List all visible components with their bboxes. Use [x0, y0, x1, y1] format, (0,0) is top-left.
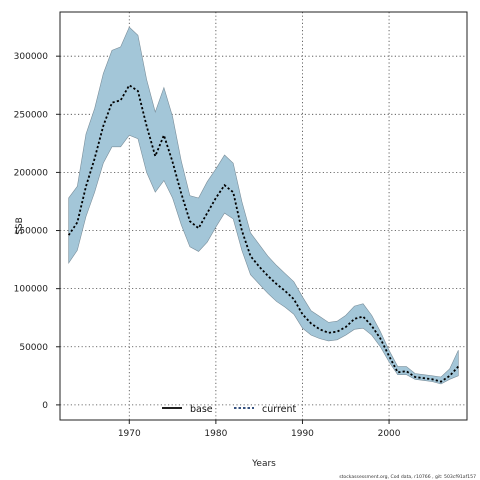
y-tick-label: 150000: [14, 227, 49, 237]
y-tick-label: 300000: [14, 52, 49, 62]
x-tick-label: 1980: [204, 429, 227, 439]
x-tick-label: 1970: [118, 429, 141, 439]
x-axis: 1970 1980 1990 2000: [118, 420, 401, 439]
series-line-current: [67, 83, 459, 383]
y-tick-label: 200000: [14, 168, 49, 178]
confidence-band: [68, 26, 459, 385]
footer-credit: stockassessment.org, Cod data, r10766 , …: [339, 474, 476, 480]
y-axis: 0 50000 100000 150000 200000 250000 300000: [14, 52, 60, 411]
y-tick-label: 100000: [14, 285, 49, 295]
y-tick-label: 250000: [14, 110, 49, 120]
y-tick-label: 0: [42, 401, 48, 411]
legend-label-current: current: [262, 404, 297, 415]
plot-frame: [59, 11, 468, 421]
gridlines: [60, 12, 467, 420]
x-tick-label: 2000: [378, 429, 401, 439]
legend-label-base: base: [190, 404, 213, 415]
y-tick-label: 50000: [19, 343, 48, 353]
legend: base current: [162, 404, 297, 415]
x-tick-label: 1990: [291, 429, 314, 439]
x-axis-title: Years: [251, 459, 276, 469]
y-axis-title: SSB: [15, 217, 25, 235]
